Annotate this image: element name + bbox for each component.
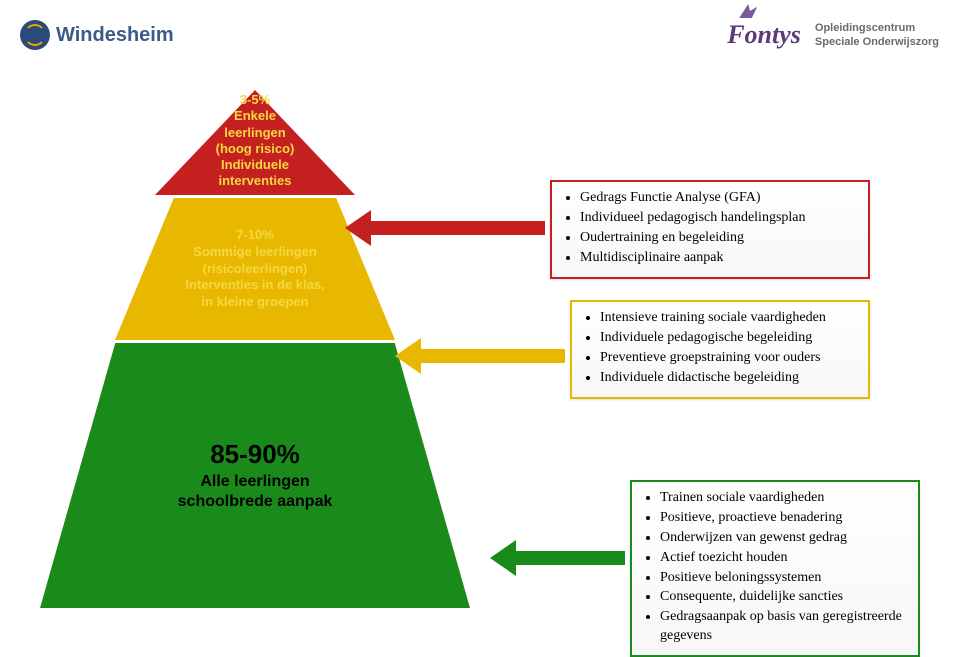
pyramid-tier1-label: 85-90% Alle leerlingen schoolbrede aanpa… [40,343,470,608]
info-box-item: Intensieve training sociale vaardigheden [600,309,858,328]
arrow-shaft [514,551,625,565]
pyramid-tier3-line5: interventies [180,173,330,189]
info-box-tier1-list: Trainen sociale vaardighedenPositieve, p… [642,489,908,646]
info-box-item: Consequente, duidelijke sancties [660,588,908,607]
pyramid-tier3-line2: leerlingen [180,125,330,141]
arrow-shaft [369,221,545,235]
pyramid-tier1: 85-90% Alle leerlingen schoolbrede aanpa… [40,343,470,608]
arrow-tier3 [345,210,545,246]
pyramid-tier3-label: 3-5% Enkele leerlingen (hoog risico) Ind… [180,92,330,190]
info-box-item: Onderwijzen van gewenst gedrag [660,529,908,548]
info-box-item: Positieve beloningssystemen [660,569,908,588]
arrow-head-icon [395,338,421,374]
pyramid-tier2-pct: 7-10% [185,227,324,244]
pyramid-tier1-pct: 85-90% [210,438,300,472]
pyramid-tier3-line4: Individuele [180,157,330,173]
arrow-tier1 [490,540,625,576]
info-box-item: Individuele didactische begeleiding [600,369,858,388]
pyramid-tier3-pct: 3-5% [180,92,330,108]
windesheim-wordmark: Windesheim [56,24,174,47]
pyramid-tier2-line4: in kleine groepen [185,294,324,311]
pyramid-tier3-line3: (hoog risico) [180,141,330,157]
pyramid-tier1-line1: Alle leerlingen [200,472,309,493]
info-box-tier2: Intensieve training sociale vaardigheden… [570,300,870,399]
pyramid-tier2-line1: Sommige leerlingen [185,244,324,261]
info-box-item: Gedrags Functie Analyse (GFA) [580,189,858,208]
fontys-subtitle-line2: Speciale Onderwijszorg [815,35,939,49]
header: Windesheim Fontys Opleidingscentrum Spec… [0,0,959,70]
info-box-item: Actief toezicht houden [660,549,908,568]
info-box-tier3-list: Gedrags Functie Analyse (GFA)Individueel… [562,189,858,268]
arrow-tier2 [395,338,565,374]
info-box-item: Trainen sociale vaardigheden [660,489,908,508]
diagram-content: 3-5% Enkele leerlingen (hoog risico) Ind… [0,80,959,640]
info-box-item: Gedragsaanpak op basis van geregistreerd… [660,608,908,646]
info-box-item: Oudertraining en begeleiding [580,229,858,248]
pyramid-tier1-line2: schoolbrede aanpak [178,492,333,513]
arrow-head-icon [490,540,516,576]
pyramid-tier2-line2: (risicoleerlingen) [185,261,324,278]
arrow-head-icon [345,210,371,246]
fontys-subtitle-line1: Opleidingscentrum [815,21,939,35]
globe-icon [20,20,50,50]
info-box-item: Positieve, proactieve benadering [660,509,908,528]
pyramid-tier3-line1: Enkele [180,108,330,124]
fontys-subtitle: Opleidingscentrum Speciale Onderwijszorg [815,21,939,50]
info-box-item: Individueel pedagogisch handelingsplan [580,209,858,228]
pyramid-tier2-line3: Interventies in de klas, [185,277,324,294]
info-box-tier3: Gedrags Functie Analyse (GFA)Individueel… [550,180,870,279]
info-box-item: Multidisciplinaire aanpak [580,249,858,268]
fontys-wordmark: Fontys [727,20,801,50]
info-box-tier1: Trainen sociale vaardighedenPositieve, p… [630,480,920,657]
info-box-item: Individuele pedagogische begeleiding [600,329,858,348]
windesheim-logo: Windesheim [20,20,174,50]
info-box-tier2-list: Intensieve training sociale vaardigheden… [582,309,858,388]
fontys-logo-block: Fontys Opleidingscentrum Speciale Onderw… [727,20,939,50]
arrow-shaft [419,349,565,363]
info-box-item: Preventieve groepstraining voor ouders [600,349,858,368]
